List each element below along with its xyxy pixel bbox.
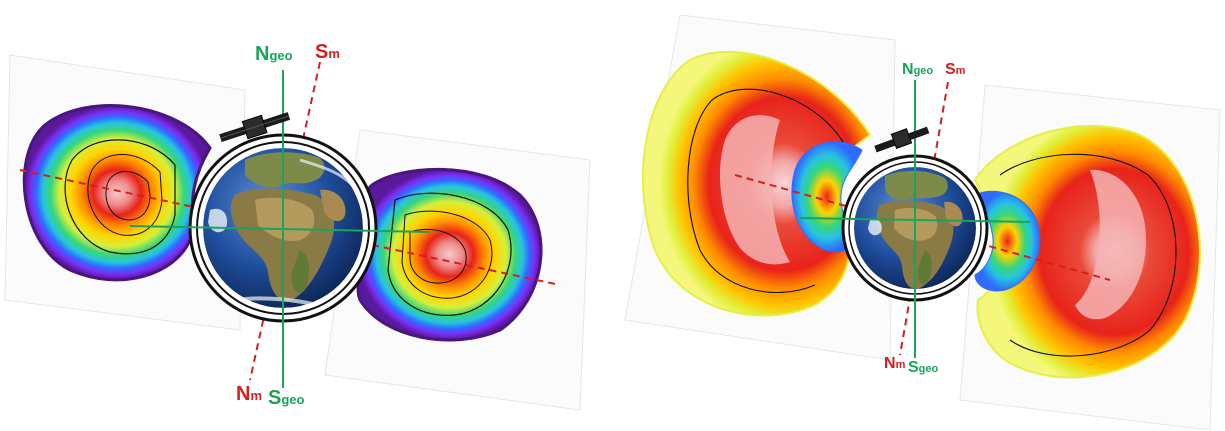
satellite-icon xyxy=(874,126,930,153)
right-label-n-geo: Ngeo xyxy=(902,61,933,78)
left-geographic-axis-horizontal xyxy=(129,225,431,233)
right-outer-belt-east xyxy=(973,124,1201,379)
left-belt-lobe-west xyxy=(22,104,212,282)
right-inner-belt-east xyxy=(974,190,1041,292)
left-label-n-m: Nm xyxy=(236,383,262,405)
left-label-s-m: Sm xyxy=(315,41,340,63)
left-panel: Ngeo Sm Nm Sgeo xyxy=(4,41,591,411)
right-label-s-geo: Sgeo xyxy=(908,359,939,376)
left-belt-lobe-east xyxy=(356,167,543,342)
right-panel: Ngeo Sm Nm Sgeo xyxy=(624,14,1221,431)
satellite-icon xyxy=(219,112,291,142)
right-label-s-m: Sm xyxy=(945,61,966,78)
left-label-n-geo: Ngeo xyxy=(255,43,293,65)
right-geographic-axis-horizontal xyxy=(799,217,1031,223)
right-label-n-m: Nm xyxy=(884,355,906,372)
left-label-s-geo: Sgeo xyxy=(268,387,305,409)
